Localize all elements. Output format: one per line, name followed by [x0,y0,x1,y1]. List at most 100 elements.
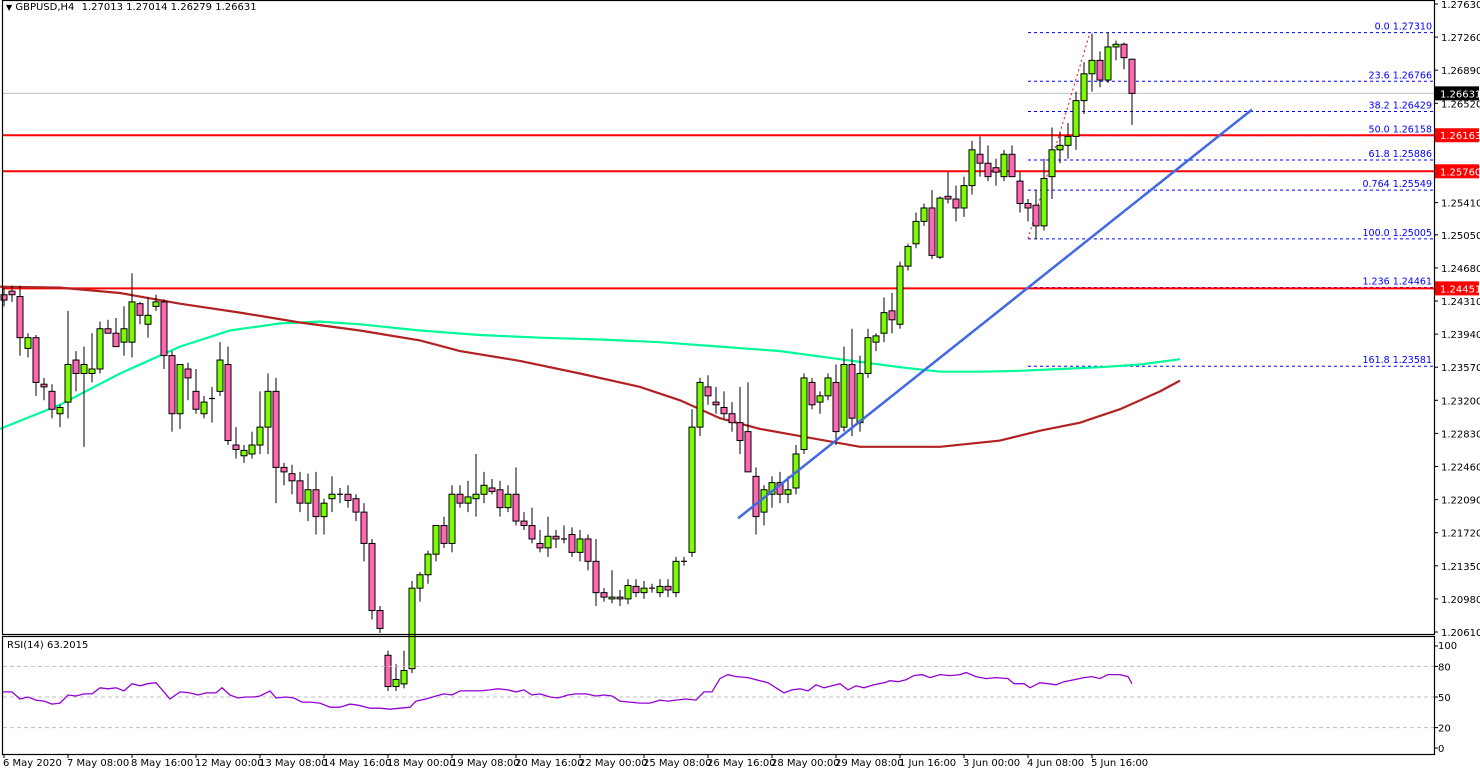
candle[interactable] [393,664,399,691]
candle[interactable] [833,365,839,446]
candle[interactable] [617,590,623,606]
candle[interactable] [105,320,111,333]
candle[interactable] [217,342,223,396]
candle[interactable] [921,203,927,225]
candle[interactable] [625,579,631,604]
candle[interactable] [569,527,575,557]
candle[interactable] [145,297,151,337]
candle[interactable] [329,476,335,512]
candle[interactable] [553,530,559,548]
candle[interactable] [873,333,879,351]
candle[interactable] [993,159,999,186]
candle[interactable] [945,172,951,203]
candle[interactable] [849,329,855,436]
candle[interactable] [985,145,991,181]
candle[interactable] [561,526,567,544]
candle[interactable] [369,539,375,620]
candle[interactable] [489,479,495,494]
candle[interactable] [1129,59,1135,125]
candle[interactable] [73,351,79,391]
collapse-arrow-icon[interactable]: ▼ [6,3,12,12]
candle[interactable] [153,295,159,311]
candle[interactable] [1065,123,1071,159]
candle[interactable] [681,557,687,566]
candle[interactable] [897,262,903,329]
candle[interactable] [441,517,447,548]
candle[interactable] [1105,33,1111,83]
candle[interactable] [689,409,695,557]
candle[interactable] [129,273,135,357]
candle[interactable] [1057,132,1063,163]
candle[interactable] [17,286,23,356]
candle[interactable] [81,347,87,447]
candle[interactable] [1033,190,1039,239]
candle[interactable] [113,318,119,347]
candle[interactable] [809,378,815,409]
candle[interactable] [929,190,935,259]
candle[interactable] [305,474,311,521]
candle[interactable] [593,539,599,606]
candle[interactable] [961,177,967,217]
candle[interactable] [729,402,735,432]
candle[interactable] [513,467,519,525]
candle[interactable] [1017,172,1023,212]
candle[interactable] [721,391,727,418]
candle[interactable] [1081,62,1087,114]
candle[interactable] [225,347,231,445]
candle[interactable] [1049,127,1055,199]
candle[interactable] [33,335,39,396]
candle[interactable] [457,485,463,507]
candle[interactable] [737,387,743,454]
candle[interactable] [25,333,31,357]
candle[interactable] [193,369,199,414]
candle[interactable] [481,472,487,503]
candle[interactable] [697,378,703,436]
candle[interactable] [401,651,407,689]
candle[interactable] [417,572,423,602]
candle[interactable] [177,365,183,429]
candle[interactable] [545,517,551,557]
candle[interactable] [969,141,975,195]
candle[interactable] [889,293,895,333]
candle[interactable] [1001,150,1007,181]
candle[interactable] [913,212,919,248]
candle[interactable] [385,651,391,691]
candle[interactable] [665,579,671,597]
candle[interactable] [649,584,655,593]
candle[interactable] [473,454,479,517]
candle[interactable] [289,465,295,495]
candle[interactable] [817,391,823,413]
candle[interactable] [1009,145,1015,176]
candle[interactable] [937,196,943,259]
candle[interactable] [521,512,527,530]
candle[interactable] [1121,42,1127,69]
candle[interactable] [505,485,511,512]
candle[interactable] [1025,199,1031,221]
candle[interactable] [89,333,95,382]
candle[interactable] [425,551,431,584]
candle[interactable] [1113,41,1119,61]
candle[interactable] [49,384,55,418]
candle[interactable] [337,488,343,503]
candle[interactable] [657,579,663,597]
candle[interactable] [825,373,831,400]
candle[interactable] [185,363,191,401]
candle[interactable] [529,508,535,544]
candle[interactable] [673,557,679,597]
candle[interactable] [281,463,287,485]
candle[interactable] [65,311,71,418]
candle[interactable] [345,485,351,507]
candle[interactable] [161,299,167,369]
candle[interactable] [57,405,63,427]
candle[interactable] [761,485,767,525]
candle[interactable] [633,579,639,597]
candle[interactable] [409,581,415,673]
candle[interactable] [497,481,503,517]
candle[interactable] [209,387,215,423]
candle[interactable] [353,494,359,521]
candle[interactable] [449,485,455,552]
candle[interactable] [265,373,271,454]
